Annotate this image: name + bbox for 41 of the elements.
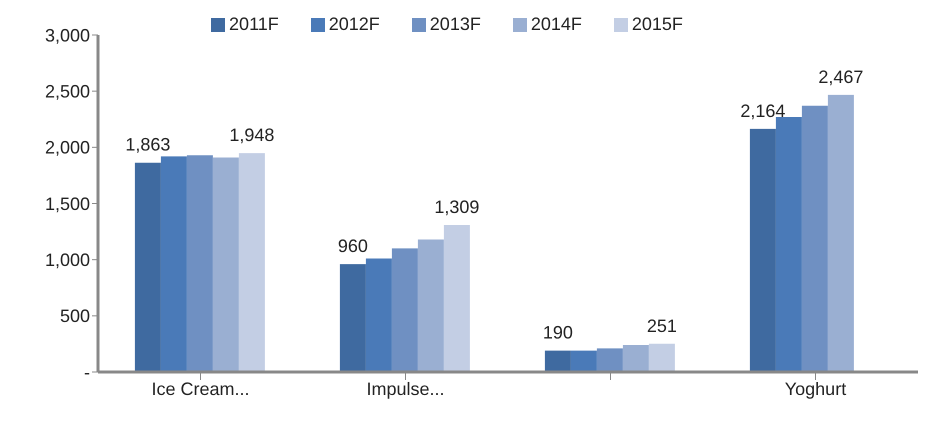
bar bbox=[444, 224, 470, 372]
y-tick-label: 3,000 bbox=[44, 25, 90, 46]
y-tick-label: 1,000 bbox=[44, 250, 90, 270]
bar bbox=[418, 239, 444, 372]
bar bbox=[596, 348, 623, 372]
bar bbox=[392, 248, 418, 372]
bar bbox=[238, 153, 265, 372]
data-label: 1,948 bbox=[229, 125, 274, 146]
legend-label: 2014F bbox=[530, 14, 582, 34]
data-label: 960 bbox=[338, 236, 368, 256]
data-label: 2,467 bbox=[818, 66, 864, 87]
data-label: 2,164 bbox=[740, 100, 786, 121]
bar bbox=[160, 156, 187, 372]
bar bbox=[366, 258, 392, 372]
legend-label: 2011F bbox=[229, 14, 279, 34]
y-tick-label: 1,500 bbox=[44, 194, 90, 214]
y-tick-label: 2,500 bbox=[44, 82, 90, 102]
bar bbox=[648, 344, 675, 372]
y-tick-label: - bbox=[84, 362, 90, 382]
y-tick-label: 500 bbox=[60, 306, 90, 326]
legend-label: 2015F bbox=[632, 14, 683, 34]
x-tick-label: Impulse... bbox=[366, 378, 445, 399]
bar bbox=[828, 94, 854, 372]
bar bbox=[622, 345, 649, 372]
x-tick-label: Yoghurt bbox=[784, 378, 846, 399]
data-label: 1,309 bbox=[434, 196, 480, 217]
bar bbox=[134, 162, 161, 372]
data-label: 251 bbox=[646, 316, 677, 336]
y-tick-label: 2,000 bbox=[44, 138, 90, 158]
bar bbox=[570, 350, 597, 372]
bar bbox=[802, 106, 828, 372]
legend-label: 2013F bbox=[430, 14, 481, 34]
legend-label: 2012F bbox=[328, 14, 380, 34]
bar bbox=[212, 157, 239, 372]
bar bbox=[186, 155, 213, 372]
bar bbox=[750, 128, 776, 372]
data-label: 190 bbox=[542, 322, 573, 343]
data-label: 1,863 bbox=[125, 134, 170, 155]
bar bbox=[544, 350, 571, 372]
bar bbox=[340, 264, 366, 372]
x-tick-label: Ice Cream... bbox=[151, 378, 250, 399]
